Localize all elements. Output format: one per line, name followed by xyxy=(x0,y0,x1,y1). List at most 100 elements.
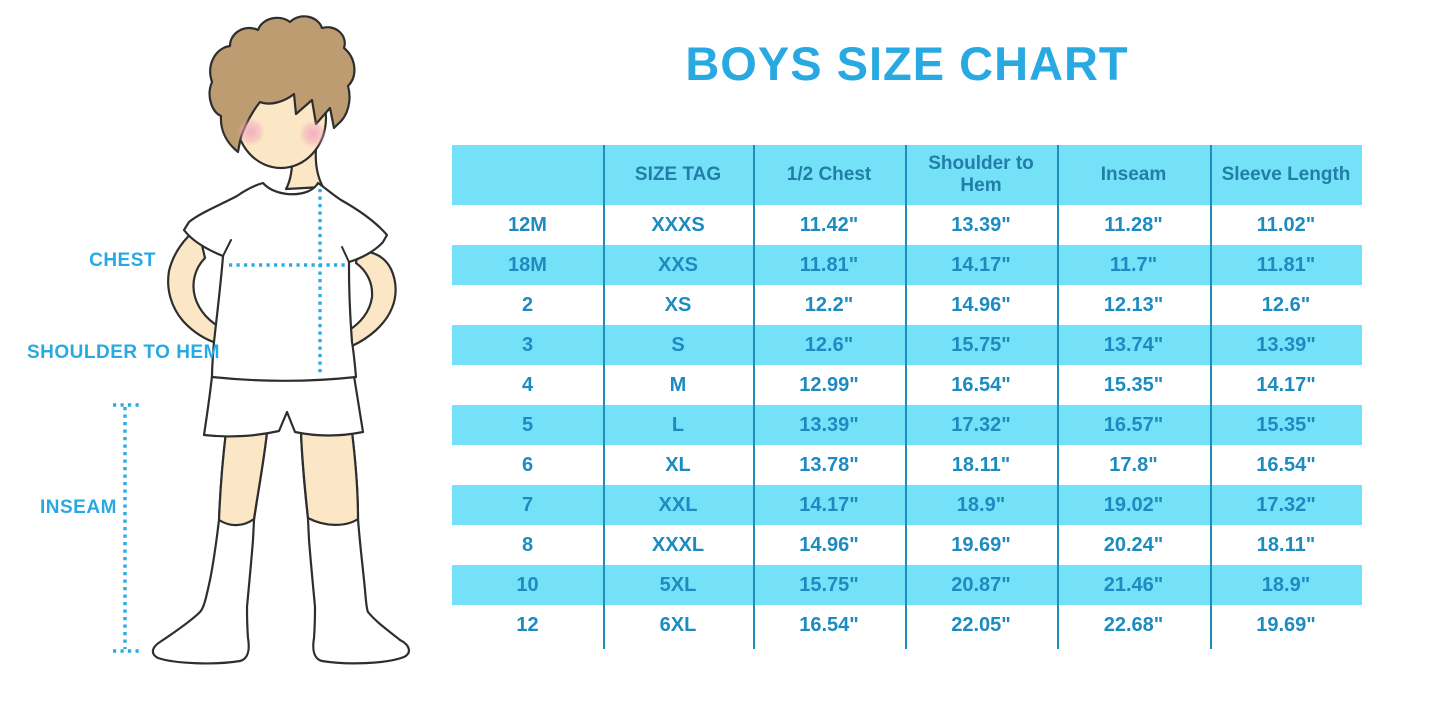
value-cell: 15.75" xyxy=(951,333,1011,356)
size-cell: 12 xyxy=(516,613,539,636)
shoulder-to-hem-label: SHOULDER TO HEM xyxy=(27,342,220,363)
value-cell: 15.75" xyxy=(799,573,859,596)
value-cell: 16.57" xyxy=(1103,413,1164,436)
column-divider xyxy=(1210,145,1212,649)
boy-hair xyxy=(208,15,356,154)
value-cell: 21.46" xyxy=(1103,573,1164,596)
value-cell: 17.32" xyxy=(951,413,1011,436)
shirt-seam-left xyxy=(222,239,232,257)
header-cell-size-tag: SIZE TAG xyxy=(634,164,722,186)
header-cell-sleeve-length: Sleeve Length xyxy=(1221,164,1351,186)
table-row: 10 5XL 15.75" 20.87" 21.46" 18.9" xyxy=(452,565,1362,605)
value-cell: 12.6" xyxy=(1261,293,1311,316)
value-cell: 19.69" xyxy=(1256,613,1316,636)
value-cell: XL xyxy=(665,453,691,476)
column-divider xyxy=(753,145,755,649)
table-row: 2 XS 12.2" 14.96" 12.13" 12.6" xyxy=(452,285,1362,325)
value-cell: 13.39" xyxy=(799,413,859,436)
boy-right-thigh xyxy=(299,430,360,526)
boy-right-arm xyxy=(344,250,397,348)
table-row: 5 L 13.39" 17.32" 16.57" 15.35" xyxy=(452,405,1362,445)
table-header-row: SIZE TAG 1/2 Chest Shoulder to Hem Insea… xyxy=(452,145,1362,205)
value-cell: XXXS xyxy=(651,213,705,236)
header-cell-inseam: Inseam xyxy=(1100,164,1167,186)
boy-left-thigh xyxy=(217,430,269,527)
table-row: 3 S 12.6" 15.75" 13.74" 13.39" xyxy=(452,325,1362,365)
boy-blush-right xyxy=(299,120,327,148)
boy-illustration xyxy=(113,15,410,665)
column-divider xyxy=(905,145,907,649)
boy-shirt xyxy=(182,181,389,382)
value-cell: 11.81" xyxy=(1256,253,1316,276)
value-cell: 18.9" xyxy=(1261,573,1311,596)
boy-left-arm xyxy=(167,226,226,346)
value-cell: 18.9" xyxy=(956,493,1006,516)
value-cell: 14.17" xyxy=(951,253,1011,276)
value-cell: 11.42" xyxy=(799,213,859,236)
value-cell: 11.02" xyxy=(1256,213,1316,236)
value-cell: 16.54" xyxy=(951,373,1011,396)
value-cell: M xyxy=(669,373,687,396)
value-cell: 12.13" xyxy=(1103,293,1164,316)
value-cell: XXXL xyxy=(651,533,705,556)
shirt-seam-right xyxy=(341,246,350,263)
value-cell: 13.39" xyxy=(1256,333,1316,356)
value-cell: 18.11" xyxy=(951,453,1011,476)
value-cell: 13.78" xyxy=(799,453,859,476)
value-cell: 11.7" xyxy=(1109,253,1158,276)
table-row: 18M XXS 11.81" 14.17" 11.7" 11.81" xyxy=(452,245,1362,285)
value-cell: 11.28" xyxy=(1104,213,1163,236)
value-cell: XXL xyxy=(658,493,698,516)
table-row: 12 6XL 16.54" 22.05" 22.68" 19.69" xyxy=(452,605,1362,645)
value-cell: S xyxy=(671,333,685,356)
value-cell: 16.54" xyxy=(799,613,859,636)
value-cell: 12.2" xyxy=(804,293,854,316)
boy-shorts xyxy=(202,374,365,438)
value-cell: 12.99" xyxy=(799,373,859,396)
value-cell: 18.11" xyxy=(1256,533,1316,556)
size-cell: 10 xyxy=(516,573,539,596)
header-cell-size xyxy=(452,145,603,205)
value-cell: 22.68" xyxy=(1103,613,1164,636)
value-cell: 19.69" xyxy=(951,533,1011,556)
value-cell: 17.32" xyxy=(1256,493,1316,516)
table-row: 4 M 12.99" 16.54" 15.35" 14.17" xyxy=(452,365,1362,405)
value-cell: 20.24" xyxy=(1103,533,1164,556)
size-table: SIZE TAG 1/2 Chest Shoulder to Hem Insea… xyxy=(452,145,1362,649)
size-cell: 3 xyxy=(521,333,534,356)
value-cell: 11.81" xyxy=(799,253,859,276)
value-cell: 13.74" xyxy=(1103,333,1164,356)
size-cell: 4 xyxy=(521,373,534,396)
size-cell: 18M xyxy=(508,253,547,276)
header-cell-shoulder-to-hem: Shoulder to Hem xyxy=(928,153,1034,196)
value-cell: 15.35" xyxy=(1256,413,1316,436)
value-cell: 14.96" xyxy=(799,533,859,556)
size-cell: 6 xyxy=(521,453,534,476)
value-cell: 17.8" xyxy=(1109,453,1158,476)
value-cell: 14.17" xyxy=(1256,373,1316,396)
size-cell: 12M xyxy=(508,213,547,236)
table-row: 12M XXXS 11.42" 13.39" 11.28" 11.02" xyxy=(452,205,1362,245)
value-cell: XS xyxy=(664,293,692,316)
page-title: BOYS SIZE CHART xyxy=(685,37,1129,90)
measurement-lines xyxy=(113,189,346,653)
value-cell: 14.96" xyxy=(951,293,1011,316)
size-cell: 5 xyxy=(521,413,534,436)
value-cell: L xyxy=(671,413,685,436)
value-cell: 19.02" xyxy=(1103,493,1164,516)
boy-blush-left xyxy=(237,118,265,146)
size-cell: 2 xyxy=(521,293,534,316)
column-divider xyxy=(1057,145,1059,649)
value-cell: 6XL xyxy=(659,613,697,636)
value-cell: 20.87" xyxy=(951,573,1011,596)
table-row: 6 XL 13.78" 18.11" 17.8" 16.54" xyxy=(452,445,1362,485)
value-cell: 13.39" xyxy=(951,213,1011,236)
table-row: 8 XXXL 14.96" 19.69" 20.24" 18.11" xyxy=(452,525,1362,565)
value-cell: 5XL xyxy=(659,573,697,596)
table-body: 12M XXXS 11.42" 13.39" 11.28" 11.02" 18M XXS 11.… xyxy=(452,205,1362,645)
table-row: 7 XXL 14.17" 18.9" 19.02" 17.32" xyxy=(452,485,1362,525)
size-cell: 7 xyxy=(521,493,534,516)
value-cell: 15.35" xyxy=(1103,373,1164,396)
header-cell-half-chest: 1/2 Chest xyxy=(786,164,872,186)
